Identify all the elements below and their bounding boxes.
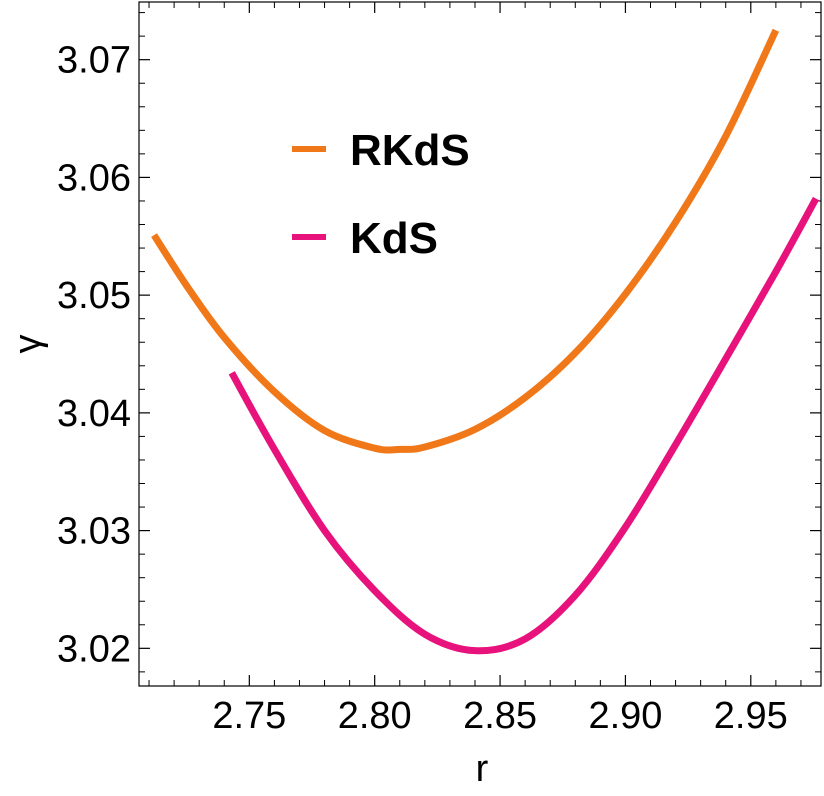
series-line-rkds [151, 28, 780, 454]
plot-frame [138, 1, 822, 687]
x-axis-label: r [476, 748, 489, 790]
x-tick-label: 2.90 [588, 695, 662, 737]
x-tick-label: 2.85 [463, 695, 537, 737]
x-tick-label: 2.75 [212, 695, 286, 737]
x-tick-label: 2.80 [338, 695, 412, 737]
y-minor-ticks [139, 12, 821, 673]
legend: RKdS KdS [292, 126, 470, 263]
y-axis-label: γ [7, 335, 49, 354]
x-axis-ticks: 2.75 2.80 2.85 2.90 2.95 [212, 2, 788, 737]
y-tick-label: 3.04 [57, 393, 131, 435]
y-tick-label: 3.06 [57, 157, 131, 199]
legend-label-kds: KdS [350, 214, 438, 263]
series-layer [151, 28, 820, 655]
y-tick-label: 3.03 [57, 511, 131, 553]
x-minor-ticks [148, 2, 802, 686]
series-line-kds [228, 196, 820, 655]
y-tick-label: 3.02 [57, 628, 131, 670]
y-tick-label: 3.05 [57, 275, 131, 317]
y-axis-ticks: 3.02 3.03 3.04 3.05 3.06 3.07 [57, 40, 821, 670]
y-tick-label: 3.07 [57, 40, 131, 82]
x-tick-label: 2.95 [714, 695, 788, 737]
legend-label-rkds: RKdS [350, 126, 470, 175]
